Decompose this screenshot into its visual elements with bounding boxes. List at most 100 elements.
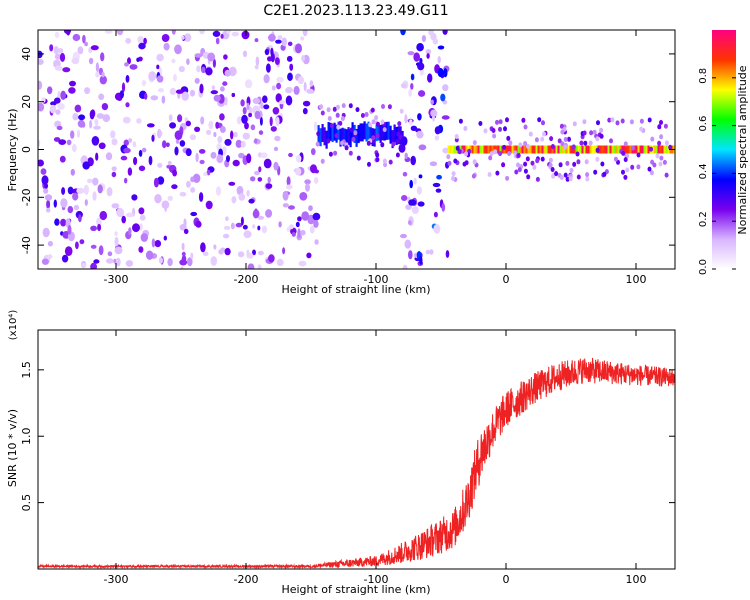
heatmap-cell — [98, 142, 106, 150]
heatmap-cell — [428, 30, 434, 36]
heatmap-cell — [417, 113, 422, 121]
heatmap-cell — [111, 171, 117, 178]
heatmap-cell — [540, 156, 545, 162]
heatmap-cell — [575, 151, 580, 157]
heatmap-cell — [93, 125, 101, 130]
heatmap-cell — [554, 171, 559, 177]
heatmap-cell — [124, 177, 128, 184]
heatmap-cell — [537, 145, 540, 154]
heatmap-cell — [636, 152, 641, 158]
heatmap-cell — [481, 145, 484, 154]
heatmap-cell — [266, 63, 271, 73]
heatmap-cell — [200, 116, 205, 125]
heatmap-cell — [90, 262, 97, 269]
heatmap-cell — [565, 160, 570, 166]
heatmap-cell — [123, 139, 129, 146]
heatmap-cell — [161, 34, 170, 42]
heatmap-cell — [224, 247, 231, 256]
heatmap-cell — [274, 135, 281, 142]
heatmap-cell — [44, 183, 49, 189]
heatmap-cell — [432, 182, 441, 188]
heatmap-cell — [534, 137, 539, 143]
heatmap-cell — [91, 136, 100, 146]
heatmap-cell — [593, 169, 598, 175]
heatmap-cell — [347, 127, 350, 146]
heatmap-cell — [232, 159, 240, 167]
heatmap-cell — [320, 158, 325, 164]
x-tick-label: -200 — [234, 573, 259, 586]
heatmap-cell — [607, 145, 610, 154]
heatmap-cell — [521, 117, 526, 123]
heatmap-cell — [585, 145, 588, 154]
heatmap-cell — [186, 58, 190, 65]
heatmap-cell — [99, 210, 108, 221]
heatmap-cell — [302, 100, 311, 107]
heatmap-cell — [575, 145, 578, 154]
heatmap-cell — [488, 155, 493, 161]
heatmap-cell — [286, 55, 293, 62]
heatmap-cell — [53, 199, 57, 208]
heatmap-cell — [222, 233, 230, 239]
heatmap-cell — [215, 121, 220, 129]
heatmap-cell — [498, 151, 503, 157]
heatmap-cell — [72, 192, 79, 201]
heatmap-cell — [235, 222, 243, 228]
heatmap-cell — [464, 160, 469, 166]
heatmap-cell — [174, 146, 179, 156]
heatmap-cell — [579, 145, 582, 154]
heatmap-cell — [313, 219, 319, 228]
heatmap-cell — [73, 204, 80, 211]
y-tick-label: 1.0 — [20, 427, 33, 445]
heatmap-cell — [508, 140, 513, 146]
heatmap-cell — [146, 123, 155, 128]
heatmap-cell — [98, 245, 104, 256]
heatmap-cell — [463, 126, 468, 131]
heatmap-cell — [339, 128, 342, 147]
heatmap-cell — [247, 263, 255, 269]
heatmap-cell — [639, 145, 642, 154]
heatmap-cell — [478, 121, 483, 126]
heatmap-cell — [615, 120, 620, 126]
heatmap-cell — [269, 116, 273, 127]
heatmap-cell — [260, 152, 268, 159]
heatmap-cell — [349, 127, 354, 133]
heatmap-cell — [230, 222, 235, 230]
heatmap-cell — [340, 116, 345, 122]
heatmap-cell — [291, 232, 296, 237]
heatmap-cell — [105, 152, 113, 161]
heatmap-cell — [263, 158, 272, 169]
heatmap-cell — [659, 120, 663, 125]
heatmap-cell — [645, 145, 648, 154]
heatmap-cell — [282, 203, 289, 208]
heatmap-cell — [263, 74, 270, 84]
heatmap-cell — [449, 145, 452, 154]
heatmap-cell — [151, 134, 155, 142]
heatmap-cell — [657, 145, 660, 154]
heatmap-cell — [360, 113, 365, 118]
heatmap-cell — [501, 162, 506, 168]
heatmap-cell — [539, 145, 542, 154]
heatmap-cell — [237, 116, 242, 125]
heatmap-cell — [84, 199, 88, 206]
heatmap-cell — [553, 145, 556, 154]
heatmap-cell — [254, 138, 258, 144]
heatmap-cell — [637, 145, 640, 154]
heatmap-cell — [404, 114, 408, 124]
heatmap-cell — [221, 146, 227, 156]
heatmap-cell — [285, 95, 293, 106]
heatmap-cell — [128, 138, 133, 143]
heatmap-cell — [329, 122, 332, 141]
heatmap-cell — [503, 126, 507, 132]
heatmap-cell — [425, 49, 432, 55]
heatmap-cell — [257, 250, 264, 256]
heatmap-cell — [532, 164, 537, 170]
heatmap-cell — [454, 134, 459, 139]
chart-title: C2E1.2023.113.23.49.G11 — [263, 3, 448, 19]
heatmap-cell — [487, 145, 490, 154]
heatmap-cell — [84, 87, 91, 95]
heatmap-cell — [90, 225, 97, 231]
heatmap-cell — [348, 103, 353, 109]
heatmap-cell — [555, 145, 558, 154]
heatmap-cell — [125, 75, 130, 83]
